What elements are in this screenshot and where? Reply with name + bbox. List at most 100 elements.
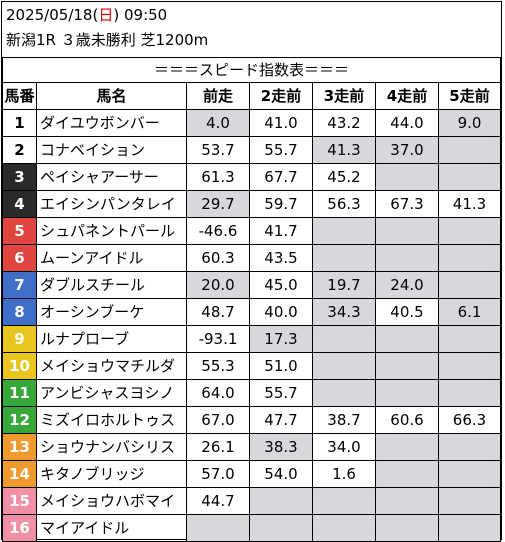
horse-name: シュパネントパール bbox=[36, 217, 187, 245]
speed-index-cell: 38.7 bbox=[312, 406, 376, 434]
speed-index-cell bbox=[375, 487, 439, 515]
horse-name: ダイユウボンバー bbox=[36, 109, 187, 137]
speed-index-cell bbox=[375, 325, 439, 353]
dow-close: ) bbox=[113, 6, 120, 24]
table-row: 7 ダブルスチール 20.0 45.0 19.7 24.0 bbox=[2, 271, 501, 299]
speed-index-cell bbox=[312, 487, 376, 515]
speed-index-cell: 48.7 bbox=[186, 298, 250, 326]
speed-index-cell: 41.7 bbox=[249, 217, 313, 245]
speed-index-cell bbox=[438, 352, 501, 380]
speed-index-table: ＝＝＝スピード指数表＝＝＝ 馬番 馬名 前走 2走前 3走前 4走前 5走前 1… bbox=[2, 57, 501, 542]
speed-index-cell bbox=[312, 352, 376, 380]
speed-index-cell: 43.2 bbox=[312, 109, 376, 137]
column-header-5-races-ago: 5走前 bbox=[438, 82, 501, 110]
speed-index-cell bbox=[438, 163, 501, 191]
horse-number-badge: 4 bbox=[2, 190, 37, 218]
speed-index-cell: 40.5 bbox=[375, 298, 439, 326]
horse-number-badge: 6 bbox=[2, 244, 37, 272]
speed-index-cell bbox=[375, 460, 439, 488]
speed-index-cell bbox=[312, 244, 376, 272]
horse-name: メイショウマチルダ bbox=[36, 352, 187, 380]
column-header-3-races-ago: 3走前 bbox=[312, 82, 376, 110]
speed-index-cell bbox=[375, 163, 439, 191]
column-header-4-races-ago: 4走前 bbox=[375, 82, 439, 110]
speed-index-cell bbox=[438, 460, 501, 488]
speed-index-cell: 40.0 bbox=[249, 298, 313, 326]
speed-index-cell: 41.3 bbox=[312, 136, 376, 164]
speed-index-cell: 17.3 bbox=[249, 325, 313, 353]
horse-name: ルナプローブ bbox=[36, 325, 187, 353]
speed-index-cell: 6.1 bbox=[438, 298, 501, 326]
horse-number-badge: 12 bbox=[2, 406, 37, 434]
horse-name: キタノブリッジ bbox=[36, 460, 187, 488]
speed-index-cell bbox=[375, 217, 439, 245]
table-row: 6 ムーンアイドル 60.3 43.5 bbox=[2, 244, 501, 272]
speed-index-cell bbox=[375, 379, 439, 407]
speed-index-cell bbox=[438, 325, 501, 353]
table-row: 16 マイアイドル bbox=[2, 514, 501, 542]
speed-index-cell bbox=[438, 379, 501, 407]
table-row: 1 ダイユウボンバー 4.0 41.0 43.2 44.0 9.0 bbox=[2, 109, 501, 137]
horse-number-badge: 16 bbox=[2, 514, 37, 542]
speed-index-cell: 29.7 bbox=[186, 190, 250, 218]
table-row: 12 ミズイロホルトゥス 67.0 47.7 38.7 60.6 66.3 bbox=[2, 406, 501, 434]
speed-index-cell: 67.3 bbox=[375, 190, 439, 218]
speed-index-cell bbox=[312, 217, 376, 245]
speed-index-cell bbox=[438, 244, 501, 272]
speed-index-cell: 47.7 bbox=[249, 406, 313, 434]
speed-index-cell: 41.3 bbox=[438, 190, 501, 218]
table-row: 2 コナベイション 53.7 55.7 41.3 37.0 bbox=[2, 136, 501, 164]
horse-number-badge: 14 bbox=[2, 460, 37, 488]
speed-index-cell: 51.0 bbox=[249, 352, 313, 380]
horse-number-badge: 15 bbox=[2, 487, 37, 515]
speed-index-cell bbox=[438, 217, 501, 245]
speed-index-cell: 26.1 bbox=[186, 433, 250, 461]
table-title-row: ＝＝＝スピード指数表＝＝＝ bbox=[2, 57, 501, 83]
column-header-last-race: 前走 bbox=[186, 82, 250, 110]
speed-index-cell: 66.3 bbox=[438, 406, 501, 434]
horse-number-badge: 13 bbox=[2, 433, 37, 461]
speed-index-cell bbox=[438, 136, 501, 164]
speed-index-cell bbox=[312, 379, 376, 407]
table-row: 9 ルナプローブ -93.1 17.3 bbox=[2, 325, 501, 353]
race-info: 新潟1R ３歳未勝利 芝1200m bbox=[6, 31, 209, 49]
speed-index-cell: 38.3 bbox=[249, 433, 313, 461]
speed-index-cell bbox=[438, 433, 501, 461]
race-datetime: 2025/05/18(日) 09:50 bbox=[6, 5, 167, 25]
speed-index-cell: -46.6 bbox=[186, 217, 250, 245]
speed-index-cell: -93.1 bbox=[186, 325, 250, 353]
speed-index-cell: 19.7 bbox=[312, 271, 376, 299]
horse-name: ムーンアイドル bbox=[36, 244, 187, 272]
race-time: 09:50 bbox=[123, 6, 168, 24]
speed-index-cell: 45.0 bbox=[249, 271, 313, 299]
speed-index-cell: 64.0 bbox=[186, 379, 250, 407]
day-of-week: 日 bbox=[98, 6, 114, 24]
horse-name: ショウナンバシリス bbox=[36, 433, 187, 461]
column-header-number: 馬番 bbox=[2, 82, 37, 110]
speed-index-cell: 9.0 bbox=[438, 109, 501, 137]
speed-index-cell bbox=[375, 352, 439, 380]
horse-number-badge: 3 bbox=[2, 163, 37, 191]
horse-number-badge: 8 bbox=[2, 298, 37, 326]
speed-index-cell: 54.0 bbox=[249, 460, 313, 488]
table-row: 15 メイショウハボマイ 44.7 bbox=[2, 487, 501, 515]
speed-index-cell: 53.7 bbox=[186, 136, 250, 164]
speed-index-cell: 43.5 bbox=[249, 244, 313, 272]
horse-number-badge: 10 bbox=[2, 352, 37, 380]
horse-name: エイシンパンタレイ bbox=[36, 190, 187, 218]
speed-index-cell: 34.3 bbox=[312, 298, 376, 326]
horse-name: ダブルスチール bbox=[36, 271, 187, 299]
speed-index-cell: 45.2 bbox=[312, 163, 376, 191]
speed-index-cell: 60.3 bbox=[186, 244, 250, 272]
speed-index-cell: 44.0 bbox=[375, 109, 439, 137]
horse-number-badge: 11 bbox=[2, 379, 37, 407]
speed-index-cell: 24.0 bbox=[375, 271, 439, 299]
speed-index-cell: 1.6 bbox=[312, 460, 376, 488]
table-row: 14 キタノブリッジ 57.0 54.0 1.6 bbox=[2, 460, 501, 488]
speed-index-cell bbox=[186, 514, 250, 542]
table-header-row: 馬番 馬名 前走 2走前 3走前 4走前 5走前 bbox=[2, 82, 501, 110]
table-title: ＝＝＝スピード指数表＝＝＝ bbox=[2, 57, 501, 83]
speed-index-cell bbox=[438, 487, 501, 515]
horse-number-badge: 2 bbox=[2, 136, 37, 164]
speed-index-cell bbox=[312, 514, 376, 542]
